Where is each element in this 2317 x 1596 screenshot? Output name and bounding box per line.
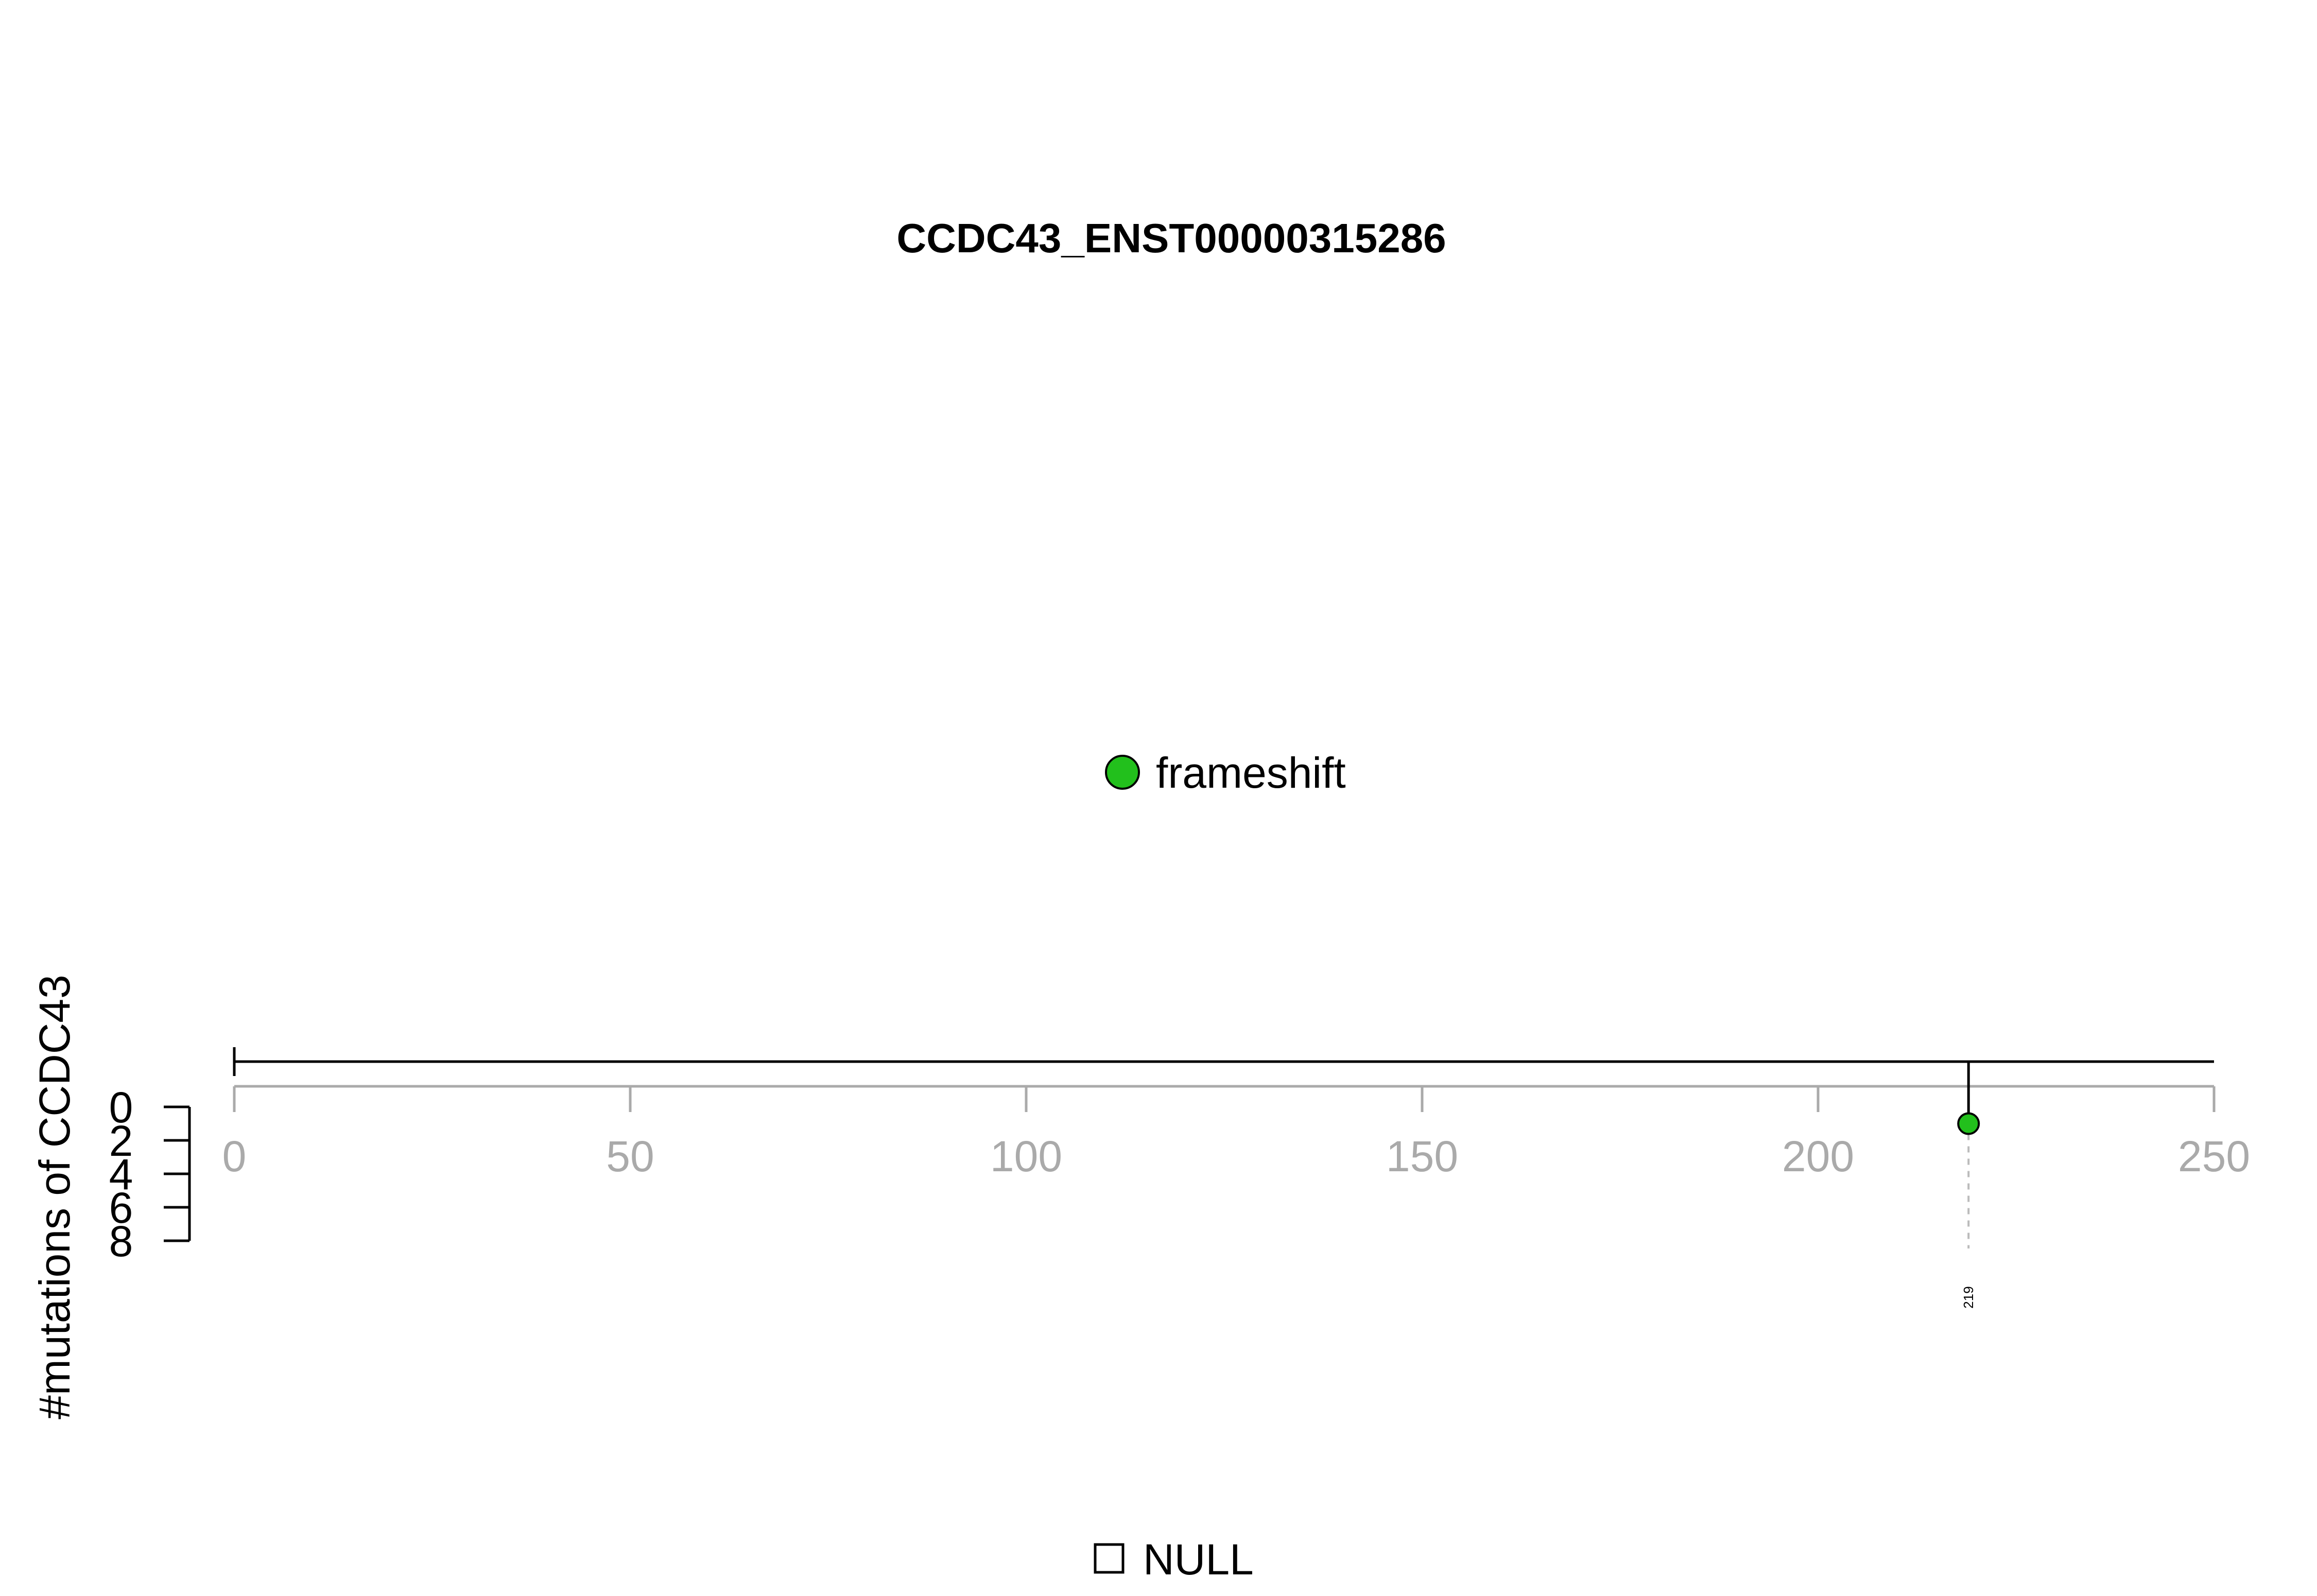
y-tick-label: 8 [109, 1217, 133, 1265]
legend-frameshift-label: frameshift [1156, 749, 1346, 797]
y-axis-label: #mutations of CCDC43 [30, 975, 79, 1419]
x-tick-label: 200 [1782, 1132, 1854, 1181]
x-tick-label: 100 [990, 1132, 1062, 1181]
y-tick-label: 0 [109, 1083, 133, 1132]
x-tick-label: 0 [222, 1132, 247, 1181]
y-tick-label: 2 [109, 1117, 133, 1165]
mutation-point [1957, 1112, 1980, 1135]
x-axis: 0 50 100 150 200 250 [222, 1085, 2250, 1181]
legend-null-swatch [1094, 1543, 1125, 1574]
legend-frameshift-marker [1105, 755, 1140, 790]
y-tick-label: 6 [109, 1184, 133, 1232]
legend-null-label: NULL [1143, 1535, 1254, 1584]
mutation-position-label: 219 [1961, 1286, 1976, 1308]
mutation-type-legend: frameshift [1105, 749, 1346, 797]
chart-title: CCDC43_ENST00000315286 [896, 215, 1446, 261]
x-tick-label: 50 [606, 1132, 654, 1181]
y-tick-label: 4 [109, 1150, 133, 1199]
x-tick-label: 150 [1386, 1132, 1458, 1181]
x-tick-label: 250 [2178, 1132, 2250, 1181]
domain-legend: NULL [1094, 1535, 1254, 1584]
mutation-lollipops: 219 [1957, 1062, 1980, 1309]
protein-backbone [233, 1047, 2214, 1076]
